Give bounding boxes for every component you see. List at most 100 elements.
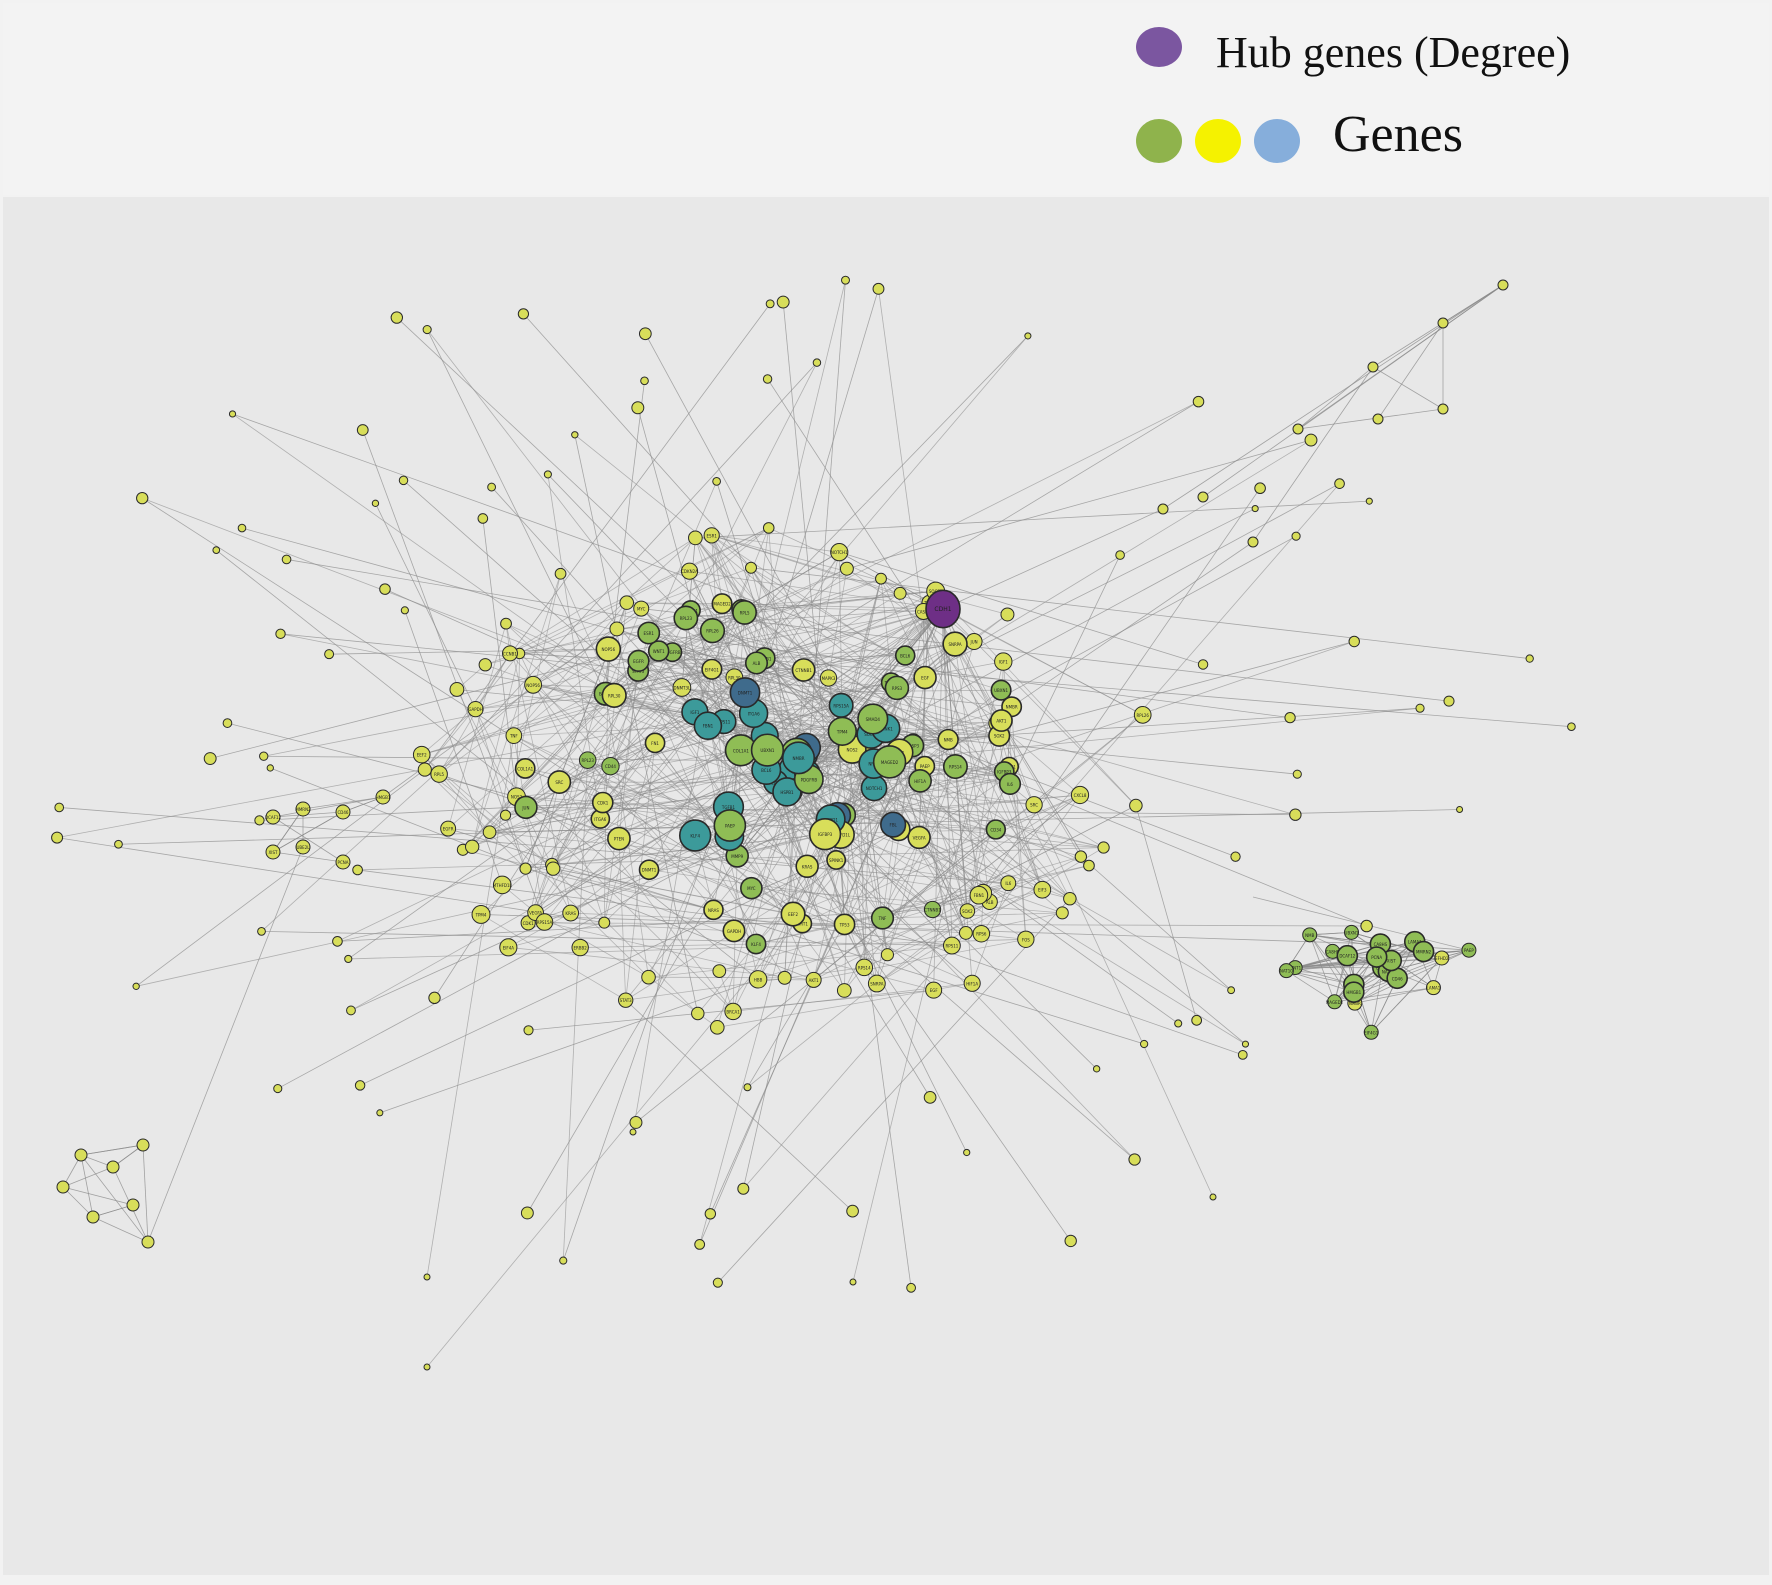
gene-node-group: HMGB1 — [1343, 981, 1365, 1003]
gene-label: AKT1 — [996, 719, 1006, 724]
network-edge — [641, 608, 1450, 702]
gene-node — [673, 605, 699, 631]
gene-node — [633, 600, 650, 617]
network-edge — [92, 1216, 149, 1243]
gene-node-group — [56, 1180, 70, 1194]
gene-node-group: CXCL8 — [1070, 785, 1090, 805]
gene-node-group — [875, 572, 887, 585]
gene-label: CA8HS — [1326, 949, 1340, 954]
gene-node — [295, 801, 311, 817]
gene-node-group: DNMT1 — [729, 677, 761, 708]
network-edge — [513, 602, 628, 736]
gene-label: EGF — [921, 676, 930, 681]
gene-node — [750, 733, 785, 767]
gene-label: EEF2 — [417, 753, 427, 758]
gene-node — [440, 820, 457, 837]
gene-label: COL1A1 — [517, 766, 533, 771]
gene-node-group: IL6 — [1000, 875, 1017, 892]
network-edge — [527, 608, 944, 924]
gene-node — [990, 679, 1012, 701]
network-edge — [272, 811, 344, 853]
gene-node-group — [228, 410, 237, 418]
gene-node — [1063, 891, 1077, 906]
network-edge — [768, 527, 944, 610]
gene-node-group: UBXN1 — [990, 679, 1012, 701]
gene-node — [846, 1204, 859, 1218]
gene-node — [923, 900, 942, 919]
gene-node-group: NOP56 — [595, 636, 622, 662]
network-edge — [259, 802, 603, 821]
gene-label: DCAF12 — [1339, 954, 1355, 959]
gene-node-group — [487, 482, 497, 492]
network-edge — [424, 769, 554, 869]
gene-node-group: CD44 — [601, 756, 620, 776]
network-edge — [918, 837, 1179, 1024]
network-edge — [462, 687, 683, 851]
network-edge — [403, 480, 973, 984]
gene-node-group: ERBB2 — [571, 938, 589, 957]
gene-node — [132, 982, 140, 990]
gene-label: NOTCH1 — [866, 786, 883, 791]
network-edge — [302, 796, 384, 810]
network-edge — [1370, 957, 1443, 1033]
gene-node — [958, 926, 973, 940]
gene-node — [872, 745, 907, 779]
gene-node-group — [777, 970, 792, 985]
gene-node — [1129, 798, 1143, 813]
gene-node — [356, 424, 369, 436]
gene-node — [136, 1138, 150, 1152]
gene-node — [795, 854, 819, 879]
gene-node — [1139, 1039, 1149, 1049]
gene-node-group — [417, 762, 432, 777]
gene-node — [478, 658, 492, 672]
gene-node-group: CD46 — [335, 804, 351, 820]
gene-node-group: KRAS — [795, 854, 819, 879]
network-edge — [480, 802, 604, 915]
gene-node-group: BRCA1 — [724, 1002, 742, 1021]
gene-node-group — [1284, 711, 1296, 724]
gene-node-group: CCNB1 — [501, 645, 518, 662]
gene-node-group — [812, 358, 822, 367]
gene-node — [335, 854, 351, 870]
gene-label: GAPDH — [727, 929, 741, 934]
gene-node-group — [1367, 361, 1379, 373]
gene-node — [942, 631, 968, 657]
gene-label: MYC — [637, 607, 646, 612]
network-edge — [722, 603, 944, 610]
gene-node-group — [963, 1148, 971, 1157]
gene-node-group: XIST — [265, 844, 281, 860]
network-edge — [357, 869, 952, 946]
gene-node-group — [390, 311, 404, 324]
network-edge — [532, 632, 649, 686]
gene-node-group — [1289, 808, 1302, 821]
gene-node — [126, 1198, 140, 1212]
gene-node — [1025, 796, 1043, 814]
network-edge — [348, 711, 696, 960]
network-edge — [912, 643, 956, 743]
gene-node — [554, 567, 567, 580]
gene-node — [743, 1083, 752, 1092]
gene-node — [985, 819, 1007, 840]
gene-node-group — [86, 1210, 100, 1224]
gene-label: SPINK1 — [879, 726, 894, 731]
gene-node — [1237, 1049, 1248, 1060]
gene-node — [762, 374, 773, 384]
gene-node — [1289, 808, 1302, 821]
network-edge — [764, 658, 875, 789]
network-edge — [362, 429, 545, 923]
network-edge — [694, 835, 794, 915]
network-edge — [843, 608, 944, 816]
gene-label: CA8HS — [1374, 942, 1388, 947]
gene-label: KRAS — [802, 864, 813, 869]
gene-label: HSPB1 — [780, 790, 794, 795]
gene-label: FBN1 — [703, 724, 714, 729]
gene-node — [969, 885, 989, 905]
gene-node — [519, 862, 532, 875]
gene-node-group — [106, 1160, 120, 1174]
network-edge — [62, 1186, 134, 1206]
gene-node — [400, 606, 409, 615]
network-edge — [516, 707, 1421, 798]
gene-label: EIF4G1 — [1364, 1030, 1379, 1035]
gene-label: VEGFA — [529, 911, 542, 916]
network-edge — [1162, 284, 1504, 510]
